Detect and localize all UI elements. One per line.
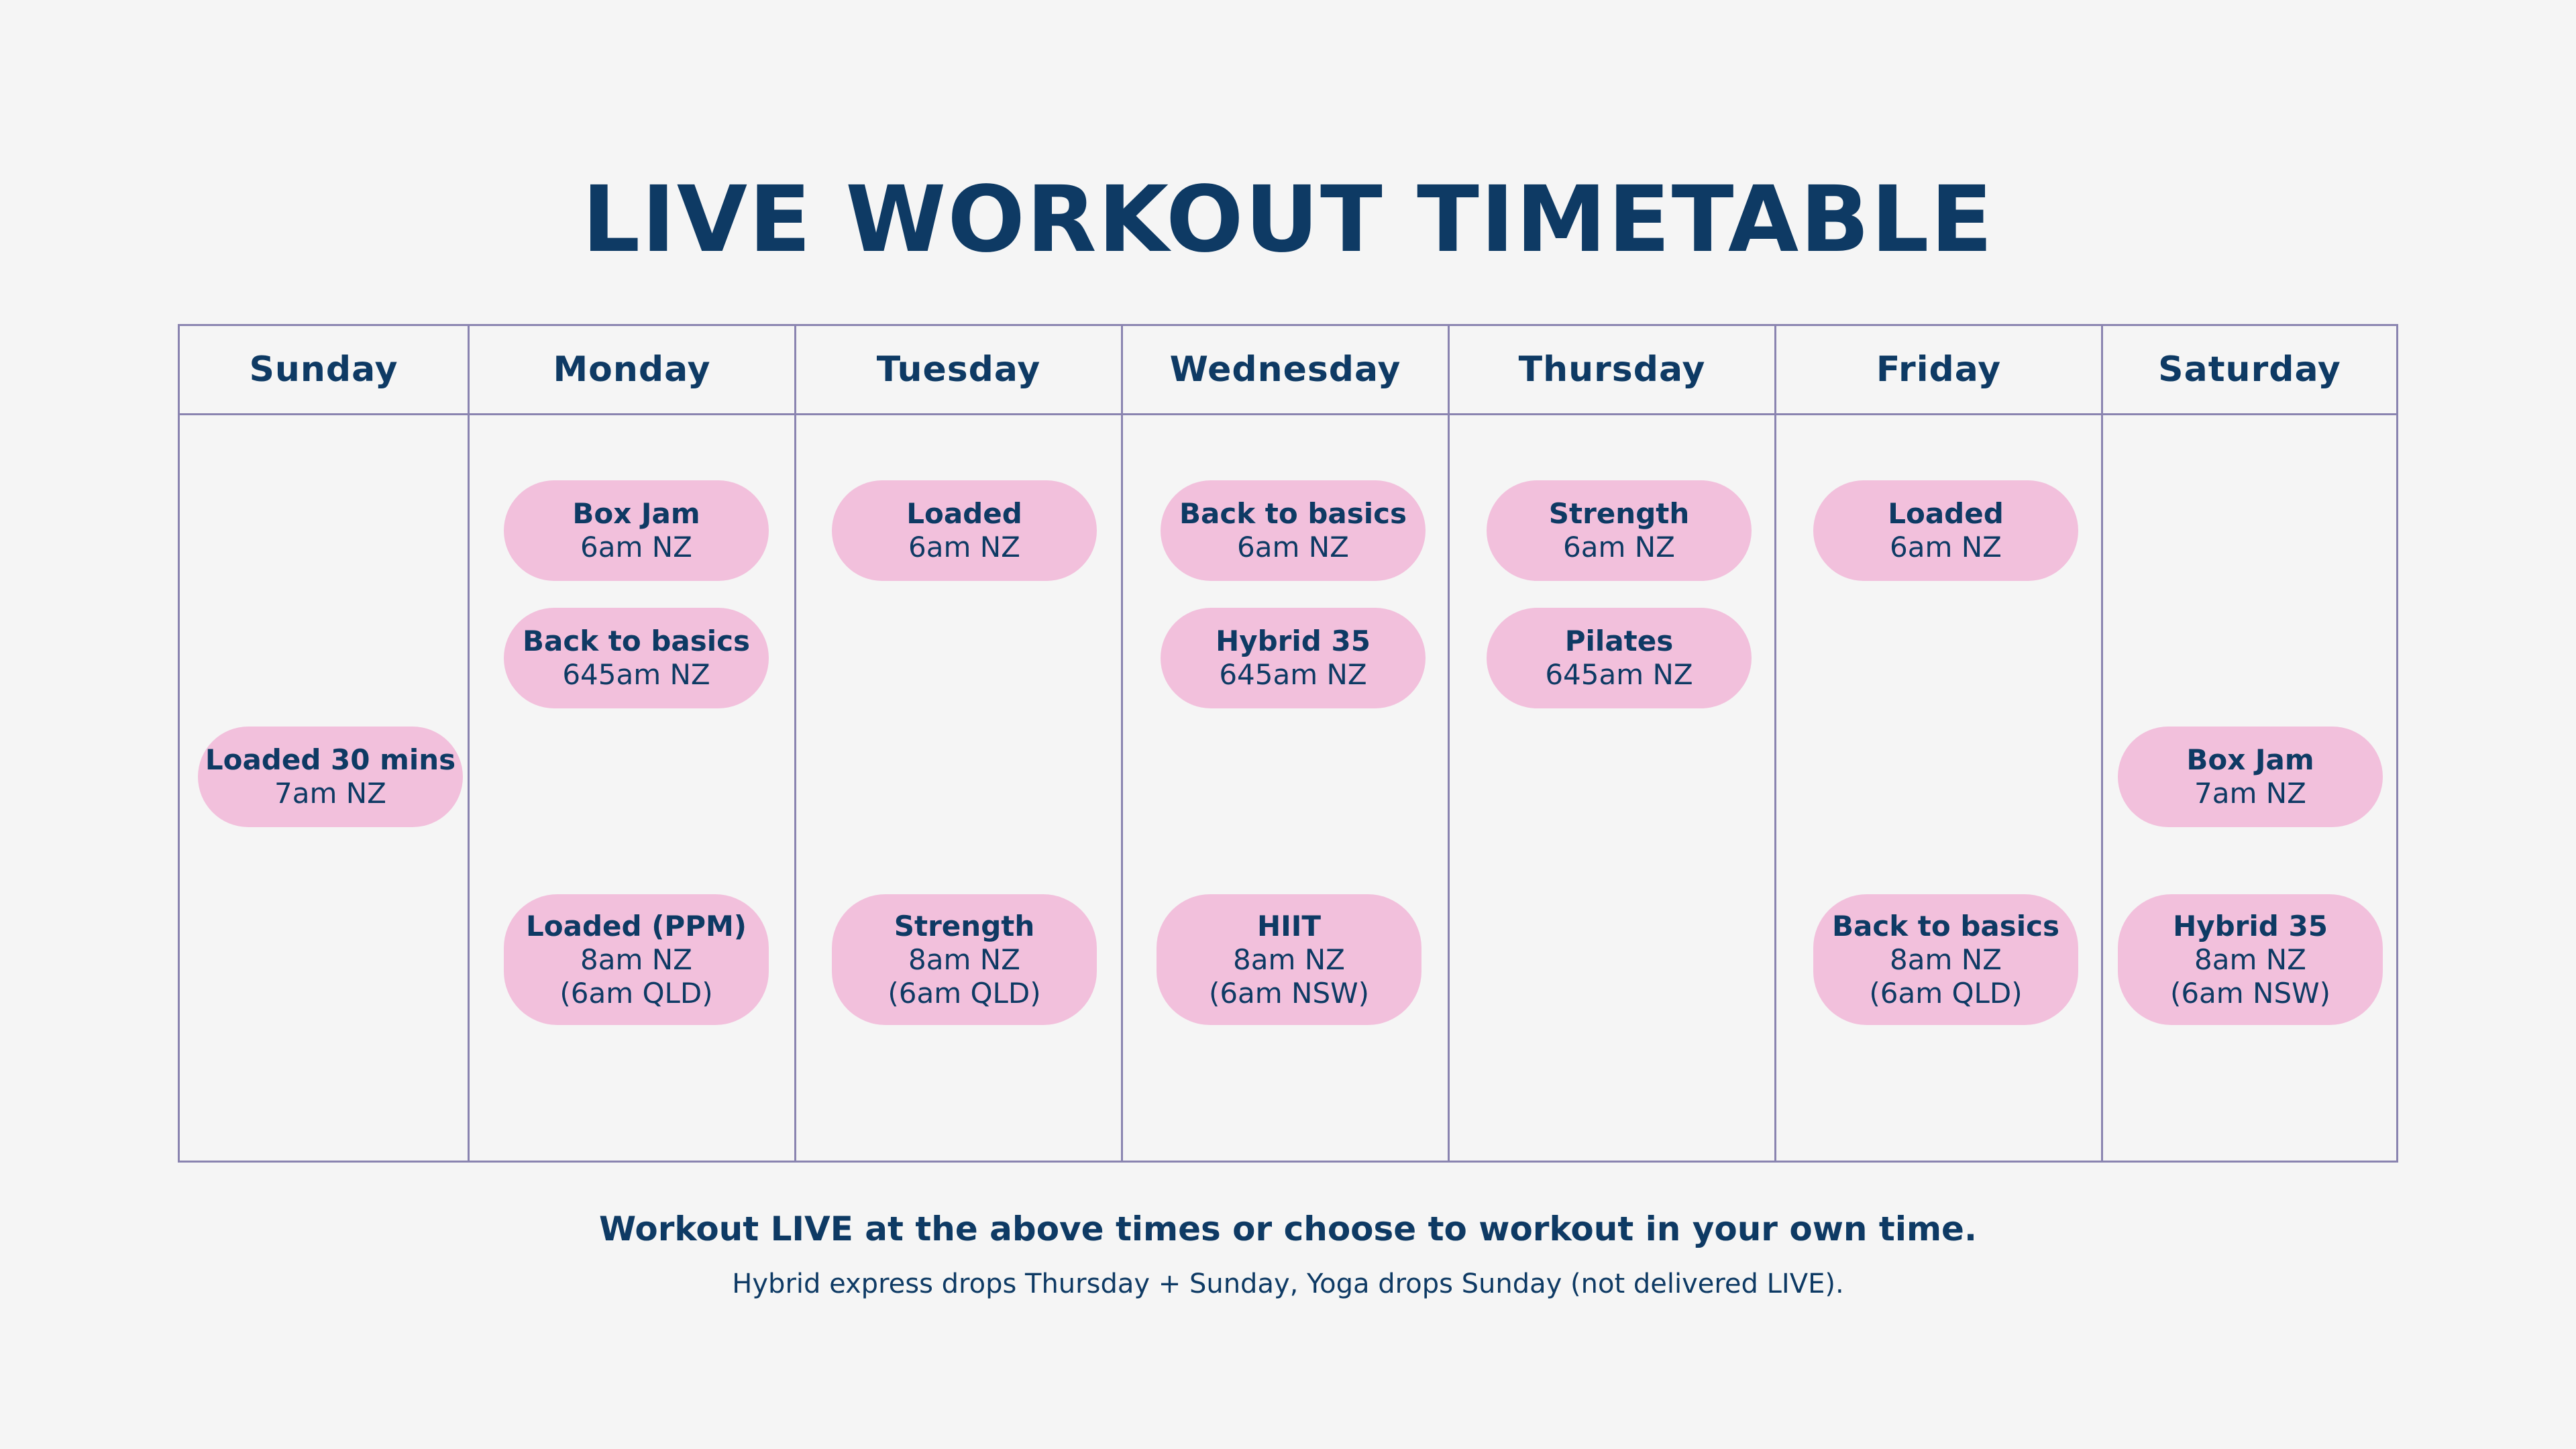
column-sunday: Sunday Loaded 30 mins 7am NZ (180, 326, 470, 1161)
class-name: Loaded (PPM) (526, 909, 747, 943)
class-pill[interactable]: Strength 6am NZ (1487, 480, 1752, 581)
class-name: Pilates (1564, 625, 1674, 657)
day-header-sunday: Sunday (180, 326, 468, 415)
page-title: LIVE WORKOUT TIMETABLE (582, 167, 1994, 273)
day-header-monday: Monday (470, 326, 794, 415)
class-name: Back to basics (1179, 497, 1407, 530)
class-alt-time: (6am QLD) (559, 976, 713, 1010)
class-time: 6am NZ (1563, 531, 1675, 564)
column-friday: Friday Loaded 6am NZ Back to basics 8am … (1776, 326, 2103, 1161)
class-name: HIIT (1256, 909, 1322, 943)
class-time: 7am NZ (2194, 777, 2306, 810)
class-pill[interactable]: HIIT 8am NZ (6am NSW) (1157, 894, 1421, 1025)
class-pill[interactable]: Strength 8am NZ (6am QLD) (832, 894, 1097, 1025)
class-time: 645am NZ (1219, 658, 1367, 691)
footer-main-note: Workout LIVE at the above times or choos… (599, 1210, 1977, 1248)
class-name: Box Jam (2186, 743, 2314, 776)
class-name: Back to basics (522, 625, 751, 657)
column-saturday: Saturday Box Jam 7am NZ Hybrid 35 8am NZ… (2103, 326, 2396, 1161)
day-header-friday: Friday (1776, 326, 2101, 415)
column-thursday: Thursday Strength 6am NZ Pilates 645am N… (1450, 326, 1776, 1161)
class-time: 6am NZ (1890, 531, 2002, 564)
column-monday: Monday Box Jam 6am NZ Back to basics 645… (470, 326, 796, 1161)
class-pill[interactable]: Back to basics 8am NZ (6am QLD) (1813, 894, 2078, 1025)
class-time: 6am NZ (908, 531, 1020, 564)
class-pill[interactable]: Pilates 645am NZ (1487, 608, 1752, 708)
class-time: 7am NZ (274, 777, 386, 810)
class-time: 645am NZ (1545, 658, 1693, 691)
class-name: Loaded (906, 497, 1022, 530)
day-header-wednesday: Wednesday (1123, 326, 1448, 415)
class-name: Hybrid 35 (2173, 909, 2328, 943)
column-tuesday: Tuesday Loaded 6am NZ Strength 8am NZ (6… (796, 326, 1123, 1161)
timetable-grid: Sunday Loaded 30 mins 7am NZ Monday Box … (178, 324, 2398, 1163)
class-time: 8am NZ (908, 943, 1020, 976)
day-header-tuesday: Tuesday (796, 326, 1121, 415)
class-alt-time: (6am NSW) (2169, 976, 2331, 1010)
class-time: 8am NZ (580, 943, 692, 976)
class-alt-time: (6am NSW) (1208, 976, 1370, 1010)
class-alt-time: (6am QLD) (888, 976, 1041, 1010)
class-name: Back to basics (1831, 909, 2060, 943)
class-time: 8am NZ (1233, 943, 1345, 976)
class-name: Box Jam (572, 497, 700, 530)
class-alt-time: (6am QLD) (1869, 976, 2023, 1010)
class-name: Strength (1548, 497, 1690, 530)
class-pill[interactable]: Back to basics 6am NZ (1161, 480, 1426, 581)
class-pill[interactable]: Box Jam 6am NZ (504, 480, 769, 581)
class-time: 8am NZ (1890, 943, 2002, 976)
class-pill[interactable]: Back to basics 645am NZ (504, 608, 769, 708)
day-header-saturday: Saturday (2103, 326, 2396, 415)
class-time: 645am NZ (562, 658, 710, 691)
class-time: 8am NZ (2194, 943, 2306, 976)
class-name: Loaded (1888, 497, 2004, 530)
class-time: 6am NZ (580, 531, 692, 564)
class-pill[interactable]: Box Jam 7am NZ (2118, 727, 2383, 827)
class-name: Hybrid 35 (1216, 625, 1371, 657)
day-header-thursday: Thursday (1450, 326, 1774, 415)
class-name: Strength (894, 909, 1035, 943)
class-pill[interactable]: Loaded 30 mins 7am NZ (198, 727, 463, 827)
column-wednesday: Wednesday Back to basics 6am NZ Hybrid 3… (1123, 326, 1450, 1161)
class-name: Loaded 30 mins (205, 743, 456, 776)
class-pill[interactable]: Hybrid 35 8am NZ (6am NSW) (2118, 894, 2383, 1025)
class-pill[interactable]: Loaded 6am NZ (1813, 480, 2078, 581)
class-pill[interactable]: Loaded (PPM) 8am NZ (6am QLD) (504, 894, 769, 1025)
class-pill[interactable]: Hybrid 35 645am NZ (1161, 608, 1426, 708)
class-pill[interactable]: Loaded 6am NZ (832, 480, 1097, 581)
footer-sub-note: Hybrid express drops Thursday + Sunday, … (732, 1269, 1844, 1299)
class-time: 6am NZ (1237, 531, 1349, 564)
